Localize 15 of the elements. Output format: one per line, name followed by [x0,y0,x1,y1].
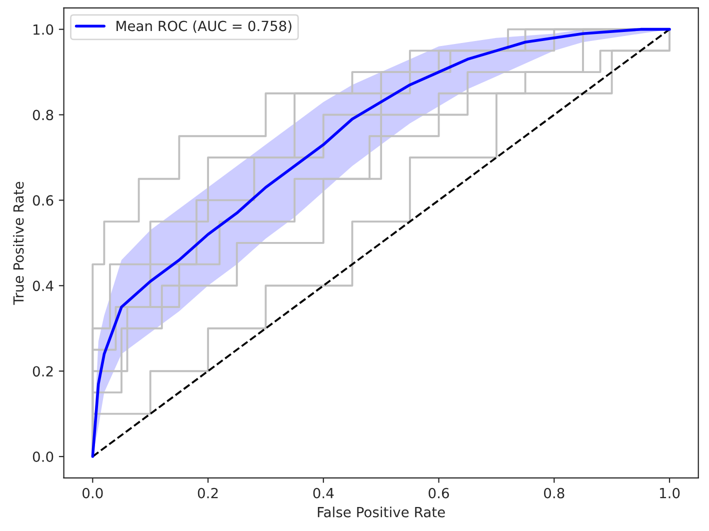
x-tick-label: 0.0 [82,488,103,498]
x-tick-label: 0.8 [544,488,564,498]
legend-label: Mean ROC (AUC = 0.758) [116,20,292,33]
y-tick-label: 0.6 [32,195,54,206]
y-tick-label: 0.8 [32,110,54,120]
x-tick-label: 0.4 [313,488,334,498]
y-axis-title: True Positive Rate [13,182,24,305]
x-tick-label: 0.2 [198,488,218,498]
x-axis-title: False Positive Rate [318,506,445,518]
y-tick-label: 0.2 [32,366,53,377]
y-tick-label: 1.0 [34,24,54,35]
x-tick-label: 1.0 [660,488,680,498]
y-tick-label: 0.0 [32,452,54,462]
x-tick-label: 0.6 [428,488,449,498]
y-tick-label: 0.4 [32,280,54,292]
